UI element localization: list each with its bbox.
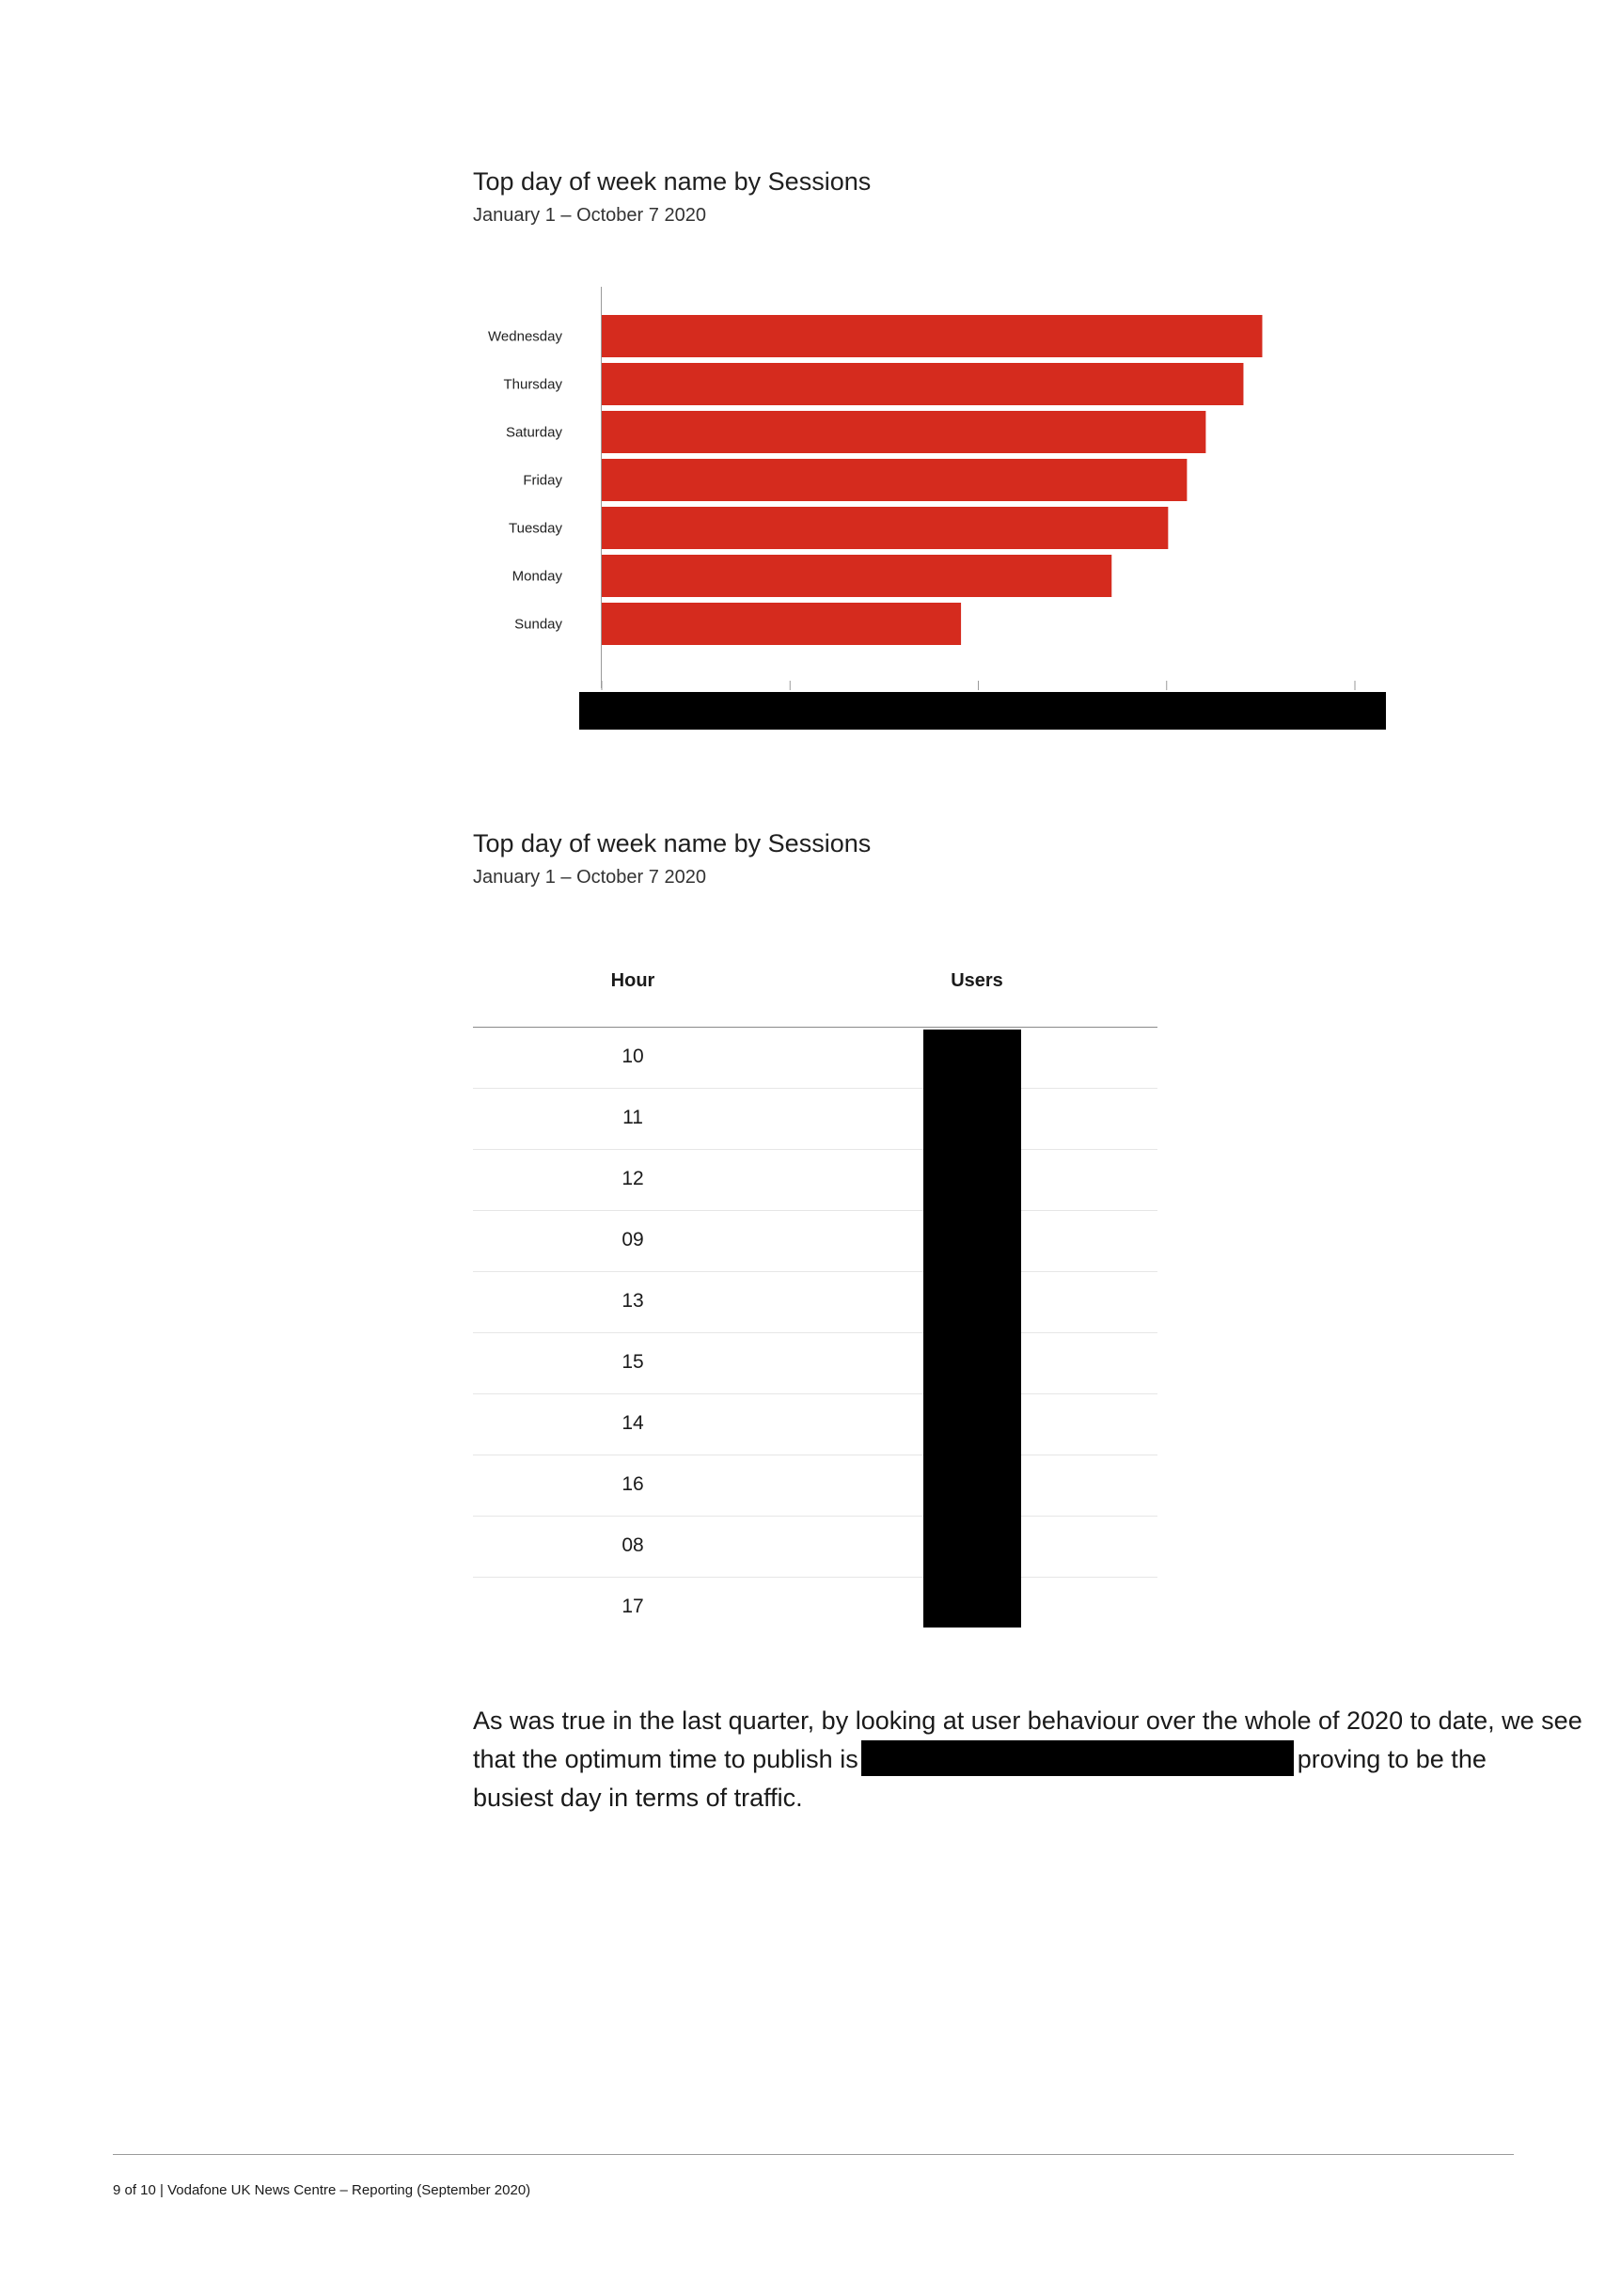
category-label-friday: Friday: [523, 473, 562, 489]
x-axis-labels-redaction: [579, 692, 1386, 730]
category-label-saturday: Saturday: [506, 425, 563, 441]
paragraph-line-2-start: that the optimum time to publish is: [473, 1745, 858, 1773]
hour-cell: 15: [622, 1351, 644, 1373]
table-row: 16: [473, 1455, 1157, 1517]
chart-axes: [601, 287, 1356, 690]
hour-cell: 16: [622, 1473, 644, 1495]
hour-cell: 08: [622, 1534, 644, 1556]
table-row: 13: [473, 1272, 1157, 1333]
table-row: 11: [473, 1089, 1157, 1150]
hour-cell: 11: [622, 1107, 643, 1128]
bar-monday: [602, 555, 1112, 597]
table-row: 08: [473, 1517, 1157, 1578]
category-label-sunday: Sunday: [514, 617, 562, 633]
hour-cell: 09: [622, 1229, 644, 1250]
paragraph-line-1: As was true in the last quarter, by look…: [473, 1706, 1582, 1735]
table-row: 10: [473, 1028, 1157, 1089]
table-row: 17: [473, 1578, 1157, 1639]
chart-category-labels: Wednesday Thursday Saturday Friday Tuesday Mo…: [488, 329, 562, 633]
paragraph-line-2-end: proving to be the: [1297, 1745, 1487, 1773]
chart-subtitle: January 1 – October 7 2020: [473, 205, 706, 226]
footer-text: 9 of 10 | Vodafone UK News Centre – Repo…: [113, 2182, 531, 2198]
bar-sunday: [602, 603, 962, 645]
body-paragraph: As was true in the last quarter, by look…: [473, 1702, 1582, 1817]
table-row: 15: [473, 1333, 1157, 1394]
bar-tuesday: [602, 507, 1169, 549]
table-row: 09: [473, 1211, 1157, 1272]
sessions-bar-chart: Wednesday Thursday Saturday Friday Tuesday Mo…: [488, 287, 1356, 690]
table-header-users: Users: [951, 970, 1003, 991]
chart-title: Top day of week name by Sessions: [473, 167, 872, 196]
paragraph-line-3: busiest day in terms of traffic.: [473, 1784, 803, 1812]
bar-wednesday: [602, 315, 1263, 357]
category-label-tuesday: Tuesday: [509, 521, 562, 537]
hour-cell: 10: [622, 1046, 644, 1067]
footer-rule: [113, 2154, 1514, 2155]
hour-cell: 14: [622, 1412, 644, 1434]
inline-text-redaction: [860, 1740, 1294, 1776]
bar-thursday: [602, 363, 1244, 405]
bar-saturday: [602, 411, 1206, 453]
category-label-wednesday: Wednesday: [488, 329, 562, 345]
paragraph-line-2: that the optimum time to publish is provi…: [473, 1740, 1521, 1779]
hour-cell: 13: [622, 1290, 644, 1312]
bar-friday: [602, 459, 1188, 501]
category-label-monday: Monday: [512, 569, 563, 585]
table-subtitle: January 1 – October 7 2020: [473, 867, 706, 888]
table-row: 14: [473, 1394, 1157, 1455]
table-header-rule: [473, 1027, 1157, 1028]
users-column-redaction: [923, 1030, 1021, 1628]
hour-cell: 17: [622, 1596, 644, 1617]
category-label-thursday: Thursday: [503, 377, 562, 393]
table-header-hour: Hour: [610, 970, 655, 991]
chart-bars: [602, 315, 1263, 645]
hour-cell: 12: [622, 1168, 644, 1189]
table-row: 12: [473, 1150, 1157, 1211]
table-title: Top day of week name by Sessions: [473, 829, 872, 857]
